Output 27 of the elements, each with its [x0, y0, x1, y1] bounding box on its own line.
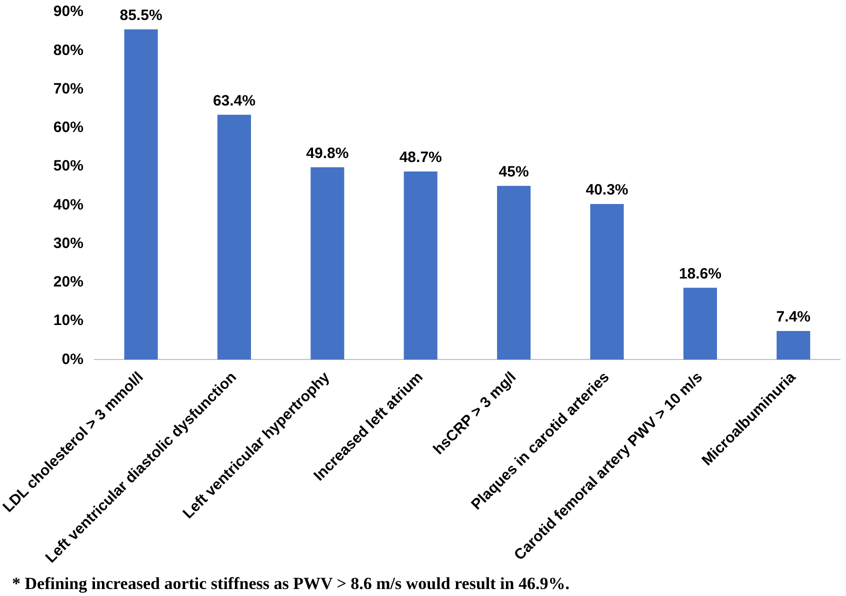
y-tick-label: 30% [53, 234, 84, 252]
bar [217, 114, 251, 360]
bar [310, 167, 344, 360]
data-label: 18.6% [678, 265, 722, 282]
bar [776, 331, 810, 360]
data-label: 85.5% [120, 7, 162, 24]
data-label: 7.4% [776, 308, 811, 326]
data-label: 48.7% [399, 149, 442, 166]
data-label: 45% [498, 163, 529, 180]
bar [497, 186, 531, 360]
data-label: 63.4% [212, 92, 256, 110]
bar [404, 172, 438, 360]
data-label: 40.3% [586, 182, 628, 199]
y-tick-label: 0% [62, 350, 84, 368]
y-tick-label: 40% [53, 196, 84, 214]
bar [124, 29, 158, 360]
bar [683, 288, 717, 360]
y-tick-label: 80% [53, 42, 84, 59]
y-tick-label: 20% [53, 274, 84, 291]
y-tick-label: 50% [53, 158, 84, 175]
bar [590, 204, 624, 360]
y-tick-label: 90% [53, 3, 84, 20]
data-label: 49.8% [306, 144, 349, 162]
y-tick-label: 60% [53, 119, 84, 136]
y-tick-label: 10% [53, 312, 84, 330]
text: * Defining increased aortic stiffness as PWV > 8.6 m/s would result in 46.9%. [12, 574, 570, 594]
y-tick-label: 70% [53, 80, 84, 98]
